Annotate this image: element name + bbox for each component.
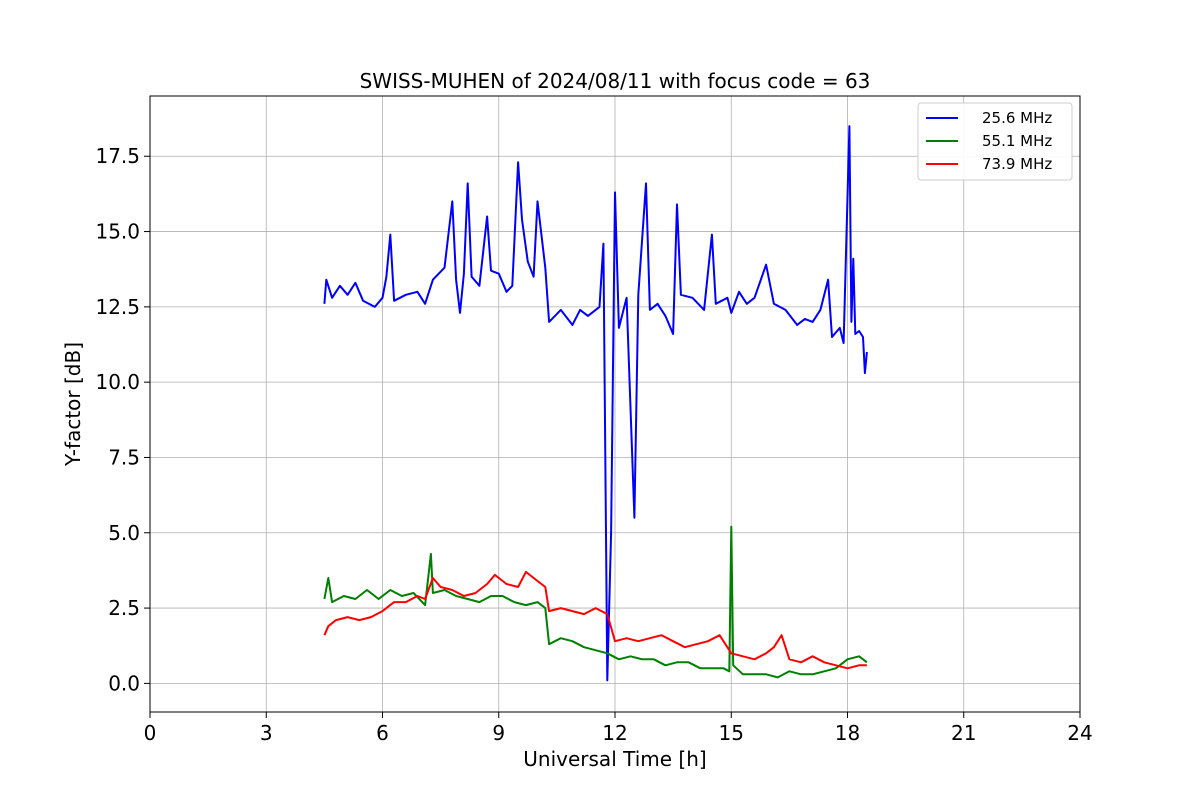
x-axis-label: Universal Time [h]: [523, 747, 706, 771]
x-tick-label: 21: [951, 721, 976, 745]
series-line-3: [323, 570, 867, 670]
y-axis-label: Y-factor [dB]: [61, 342, 85, 467]
series-line-2: [323, 525, 868, 679]
legend-label: 73.9 MHz: [982, 155, 1052, 173]
chart-title: SWISS-MUHEN of 2024/08/11 with focus cod…: [360, 69, 871, 93]
x-tick-label: 12: [602, 721, 627, 745]
y-tick-label: 10.0: [95, 370, 140, 394]
x-tick-label: 24: [1067, 721, 1092, 745]
tick-layer: 0 3 6 9 12 15 18 21 24 0.0 2.5 5.0 7.5 10.0 12.5 15.0 17…: [95, 144, 1092, 745]
y-tick-label: 17.5: [95, 144, 140, 168]
x-tick-label: 0: [144, 721, 157, 745]
y-tick-label: 2.5: [108, 596, 140, 620]
legend-label: 55.1 MHz: [982, 132, 1052, 150]
y-tick-label: 15.0: [95, 220, 140, 244]
y-tick-label: 5.0: [108, 521, 140, 545]
x-tick-label: 15: [719, 721, 744, 745]
legend-box: [917, 102, 1073, 181]
x-tick-label: 3: [260, 721, 273, 745]
legend: 25.6 MHz 55.1 MHz 73.9 MHz: [917, 102, 1073, 181]
y-tick-label: 0.0: [108, 671, 140, 695]
x-tick-label: 6: [376, 721, 389, 745]
series-layer: [323, 125, 868, 682]
series-line-1: [323, 125, 868, 682]
x-tick-label: 18: [835, 721, 860, 745]
x-tick-label: 9: [492, 721, 505, 745]
y-tick-label: 7.5: [108, 445, 140, 469]
legend-label: 25.6 MHz: [982, 109, 1052, 127]
y-tick-label: 12.5: [95, 295, 140, 319]
